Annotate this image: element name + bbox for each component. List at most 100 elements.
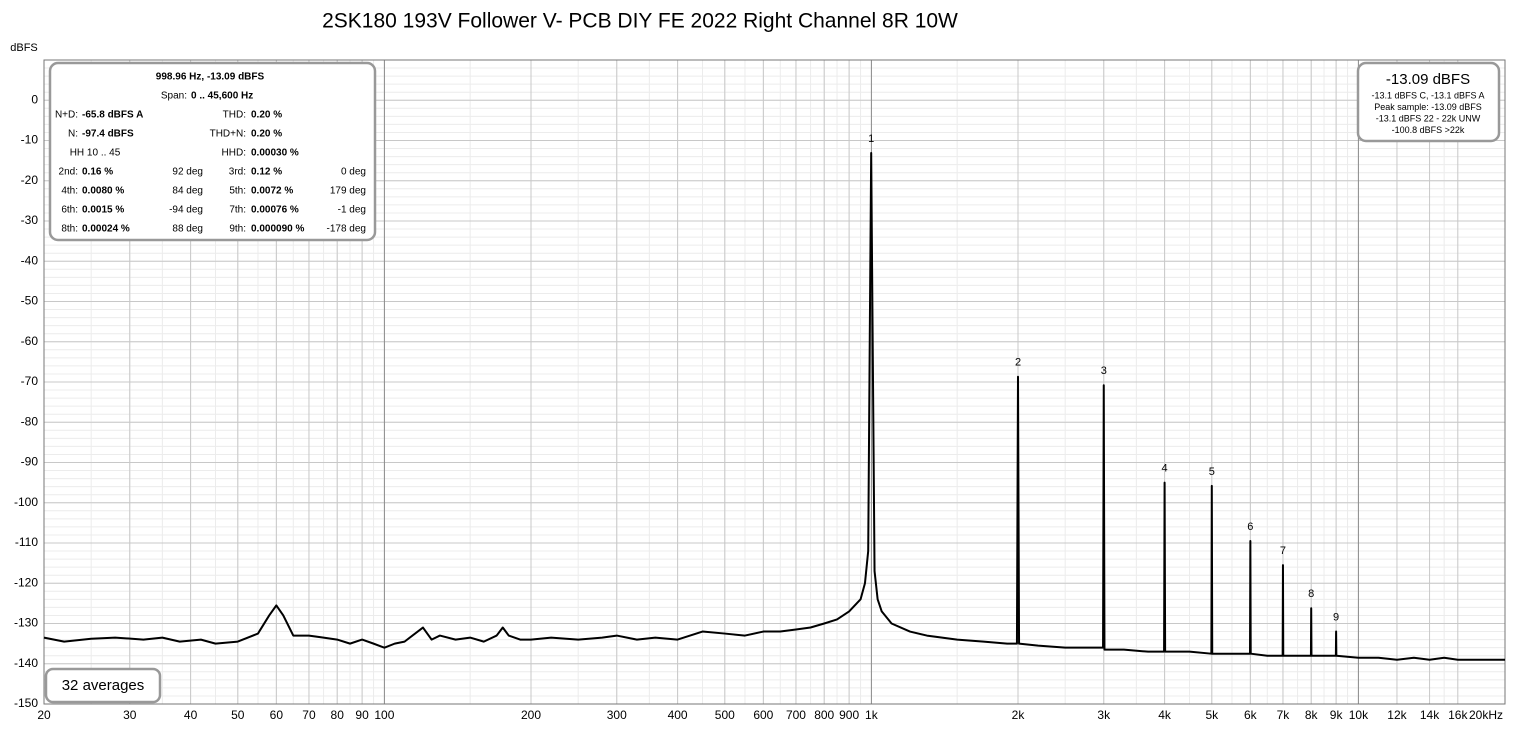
info-label2: THD+N: [210, 129, 246, 140]
info-span-value: 0 .. 45,600 Hz [191, 91, 253, 102]
info-value: -65.8 dBFS A [82, 110, 143, 121]
averages-label: 32 averages [62, 677, 145, 694]
averages-box [44, 667, 162, 704]
y-tick-label: -130 [14, 616, 38, 630]
level-panel [1356, 61, 1501, 143]
y-tick-label: -50 [21, 294, 39, 308]
x-tick-label: 70 [302, 708, 316, 722]
x-tick-label: 300 [607, 708, 627, 722]
info-label2: 5th: [229, 186, 246, 197]
info-label2: 3rd: [229, 167, 246, 178]
x-tick-label: 100 [374, 708, 394, 722]
info-value2: 0.20 % [251, 129, 282, 140]
info-phase: -94 deg [169, 205, 203, 216]
y-tick-label: -110 [15, 535, 38, 549]
level-line: -13.1 dBFS 22 - 22k UNW [1376, 113, 1481, 123]
x-tick-label: 90 [355, 708, 369, 722]
info-value2: 0.000090 % [251, 224, 304, 235]
y-tick-label: -70 [21, 374, 39, 388]
x-tick-label: 500 [715, 708, 735, 722]
y-tick-label: -100 [14, 495, 38, 509]
info-label: 4th: [61, 186, 78, 197]
info-span-label: Span: [161, 91, 187, 102]
info-phase2: -1 deg [338, 205, 366, 216]
y-tick-label: -80 [21, 414, 39, 428]
x-tick-label: 30 [123, 708, 137, 722]
info-label: 2nd: [59, 167, 78, 178]
info-value: 0.00024 % [82, 224, 130, 235]
x-tick-label: 10k [1349, 708, 1369, 722]
x-tick-label: 4k [1158, 708, 1172, 722]
level-line: Peak sample: -13.09 dBFS [1374, 102, 1482, 112]
info-label: 8th: [61, 224, 78, 235]
info-phase: 88 deg [172, 224, 203, 235]
x-tick-label: 20 [37, 708, 51, 722]
harmonic-label: 8 [1308, 588, 1314, 600]
info-label2: 7th: [229, 205, 246, 216]
info-panel [48, 61, 377, 242]
x-tick-label: 60 [270, 708, 284, 722]
info-value2: 0.20 % [251, 110, 282, 121]
chart-title: 2SK180 193V Follower V- PCB DIY FE 2022 … [322, 10, 958, 33]
info-label2: HHD: [222, 148, 246, 159]
x-tick-label: 600 [753, 708, 773, 722]
x-tick-label: 400 [668, 708, 688, 722]
x-tick-label: 6k [1244, 708, 1258, 722]
x-tick-label: 800 [814, 708, 834, 722]
x-tick-label: 7k [1277, 708, 1291, 722]
y-tick-label: -30 [21, 213, 39, 227]
x-tick-label: 200 [521, 708, 541, 722]
harmonic-label: 2 [1015, 357, 1021, 369]
harmonic-label: 5 [1209, 466, 1215, 478]
x-tick-label: 900 [839, 708, 859, 722]
harmonic-label: 7 [1280, 545, 1286, 557]
x-tick-label: 5k [1205, 708, 1219, 722]
y-tick-label: 0 [31, 92, 38, 106]
x-tick-label: 1k [865, 708, 879, 722]
info-value2: 0.0072 % [251, 186, 293, 197]
y-axis-label: dBFS [10, 42, 38, 54]
x-tick-label: 80 [331, 708, 345, 722]
y-tick-label: -140 [14, 656, 38, 670]
level-title: -13.09 dBFS [1386, 71, 1470, 88]
spectrum-line [43, 151, 1505, 661]
harmonic-label: 6 [1247, 521, 1253, 533]
harmonic-label: 9 [1333, 611, 1339, 623]
x-tick-label: 9k [1330, 708, 1344, 722]
x-tick-label: 2k [1012, 708, 1026, 722]
y-tick-label: -20 [21, 173, 39, 187]
info-label2: THD: [223, 110, 246, 121]
harmonic-label: 4 [1162, 463, 1168, 475]
info-value: 0.0015 % [82, 205, 124, 216]
info-phase2: -178 deg [327, 224, 366, 235]
info-value: -97.4 dBFS [82, 129, 134, 140]
info-label: N: [68, 129, 78, 140]
x-tick-label: 12k [1387, 708, 1407, 722]
x-tick-label: 40 [184, 708, 198, 722]
info-phase2: 179 deg [330, 186, 366, 197]
info-header: 998.96 Hz, -13.09 dBFS [156, 72, 265, 83]
y-tick-label: -150 [14, 696, 38, 710]
info-label2: 9th: [229, 224, 246, 235]
x-tick-label: 50 [231, 708, 245, 722]
x-tick-label: 8k [1305, 708, 1319, 722]
y-tick-label: -120 [14, 575, 38, 589]
info-value: 0.16 % [82, 167, 113, 178]
info-phase: 84 deg [172, 186, 203, 197]
harmonic-label: 1 [868, 133, 874, 145]
x-tick-label: 16k [1448, 708, 1468, 722]
harmonic-label: 3 [1101, 365, 1107, 377]
y-tick-label: -60 [21, 334, 39, 348]
x-tick-label: 700 [786, 708, 806, 722]
x-tick-label: 3k [1097, 708, 1111, 722]
x-tick-label: 20kHz [1469, 708, 1503, 722]
grid [43, 59, 1506, 705]
plot-frame [43, 59, 1506, 705]
info-phase2: 0 deg [341, 167, 366, 178]
y-tick-label: -10 [21, 133, 39, 147]
info-value: 0.0080 % [82, 186, 124, 197]
info-note: HH 10 .. 45 [70, 148, 121, 159]
info-value2: 0.00030 % [251, 148, 299, 159]
y-tick-label: -90 [21, 455, 39, 469]
